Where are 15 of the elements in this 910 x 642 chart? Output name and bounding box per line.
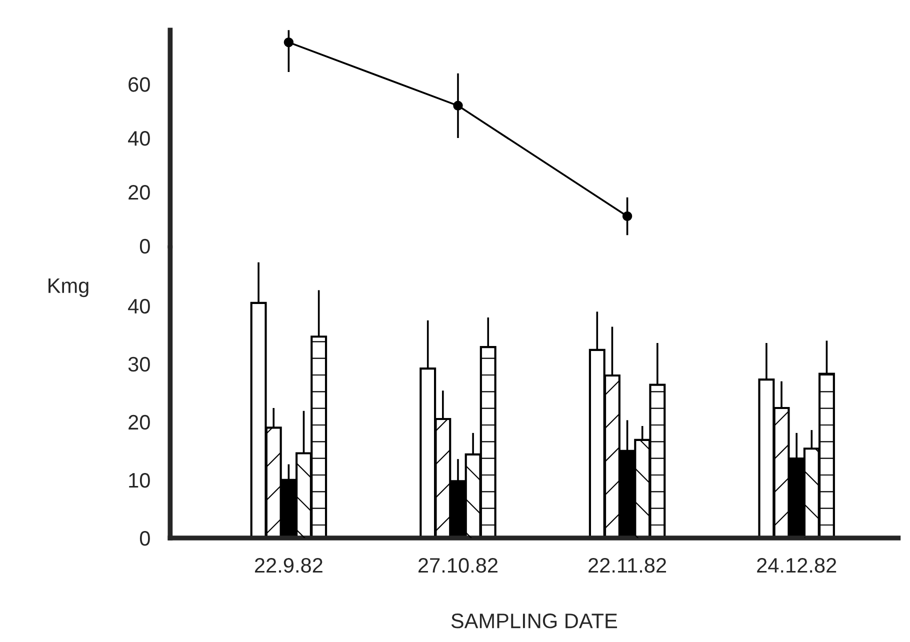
y-tick-label: 40 — [128, 298, 150, 314]
y-tick-label: 0 — [140, 530, 150, 546]
x-tick-label: 22.11.82 — [588, 558, 666, 573]
y-tick-label: 60 — [128, 77, 150, 92]
x-axis-title: SAMPLING DATE — [451, 614, 618, 628]
y-tick-label: 30 — [128, 356, 150, 372]
x-tick-label: 22.9.82 — [254, 558, 322, 573]
x-tick-label: 24.12.82 — [757, 558, 836, 573]
y-tick-label: 0 — [140, 238, 150, 254]
y-axis-title: Kmg — [48, 278, 88, 298]
y-tick-label: 10 — [129, 472, 150, 488]
x-tick-label: 27.10.82 — [418, 558, 498, 573]
y-tick-label: 40 — [128, 131, 150, 146]
y-tick-label: 20 — [128, 414, 150, 430]
y-tick-label: 20 — [128, 184, 150, 200]
